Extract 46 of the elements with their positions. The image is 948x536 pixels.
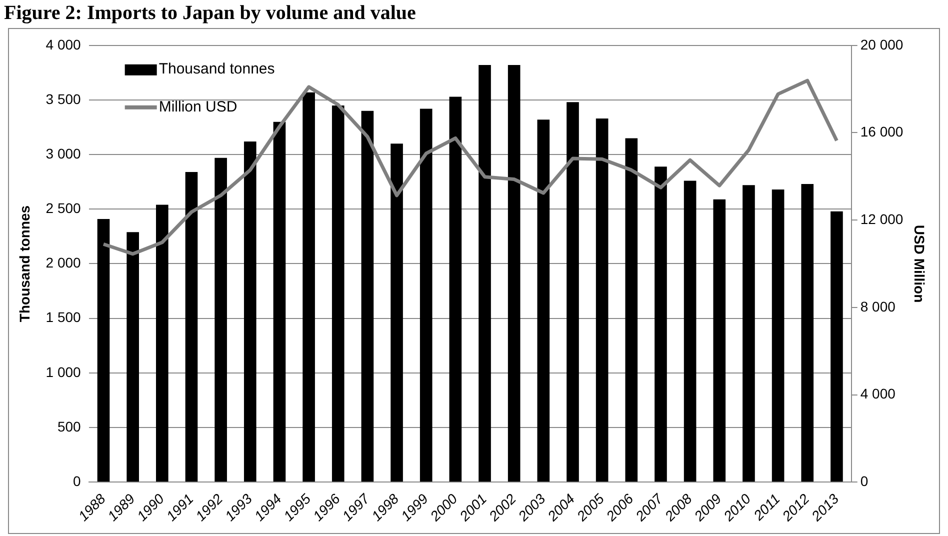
bar xyxy=(478,65,491,482)
y-tick-label: 1 500 xyxy=(46,309,82,326)
y2-tick-label: 12 000 xyxy=(860,210,904,227)
y-tick-label: 3 000 xyxy=(46,145,82,162)
bar xyxy=(537,120,550,482)
bar xyxy=(244,141,256,482)
y2-tick-label: 4 000 xyxy=(860,386,896,402)
bar xyxy=(625,138,638,482)
bar xyxy=(713,199,726,482)
bar xyxy=(772,190,784,482)
bar xyxy=(302,92,315,482)
bar xyxy=(508,65,520,482)
bar xyxy=(390,144,403,482)
bar xyxy=(332,105,344,482)
bar xyxy=(361,110,374,482)
y2-tick-label: 16 000 xyxy=(860,124,904,140)
y2-tick-label: 20 000 xyxy=(860,36,904,52)
bar xyxy=(97,218,110,482)
bar xyxy=(566,102,579,482)
y-tick-label: 500 xyxy=(57,418,82,434)
bar xyxy=(830,211,843,482)
bar xyxy=(156,204,168,482)
bar xyxy=(126,232,139,482)
y-tick-label: 4 000 xyxy=(46,36,82,52)
bar xyxy=(742,185,755,482)
bar xyxy=(801,184,814,482)
y-tick-label: 0 xyxy=(73,472,82,489)
y-tick-label: 2 000 xyxy=(46,254,82,271)
bar xyxy=(684,180,696,482)
bar xyxy=(420,108,432,482)
y-tick-label: 2 500 xyxy=(46,200,82,216)
y2-tick-label: 0 xyxy=(860,472,868,489)
bar xyxy=(214,158,227,482)
y2-tick-label: 8 000 xyxy=(860,298,896,314)
y-tick-label: 1 000 xyxy=(46,364,82,380)
bar xyxy=(185,172,198,482)
bar xyxy=(449,96,462,482)
legend-label: Thousand tonnes xyxy=(158,60,275,78)
chart-title: Figure 2: Imports to Japan by volume and value xyxy=(4,2,416,25)
bar xyxy=(596,118,608,482)
y-axis-title: Thousand tonnes xyxy=(16,205,32,322)
legend-label: Million USD xyxy=(158,98,238,116)
y2-axis-title: USD Million xyxy=(912,224,928,303)
bar xyxy=(273,122,286,482)
y-tick-label: 3 500 xyxy=(46,90,82,107)
bar xyxy=(654,166,667,482)
